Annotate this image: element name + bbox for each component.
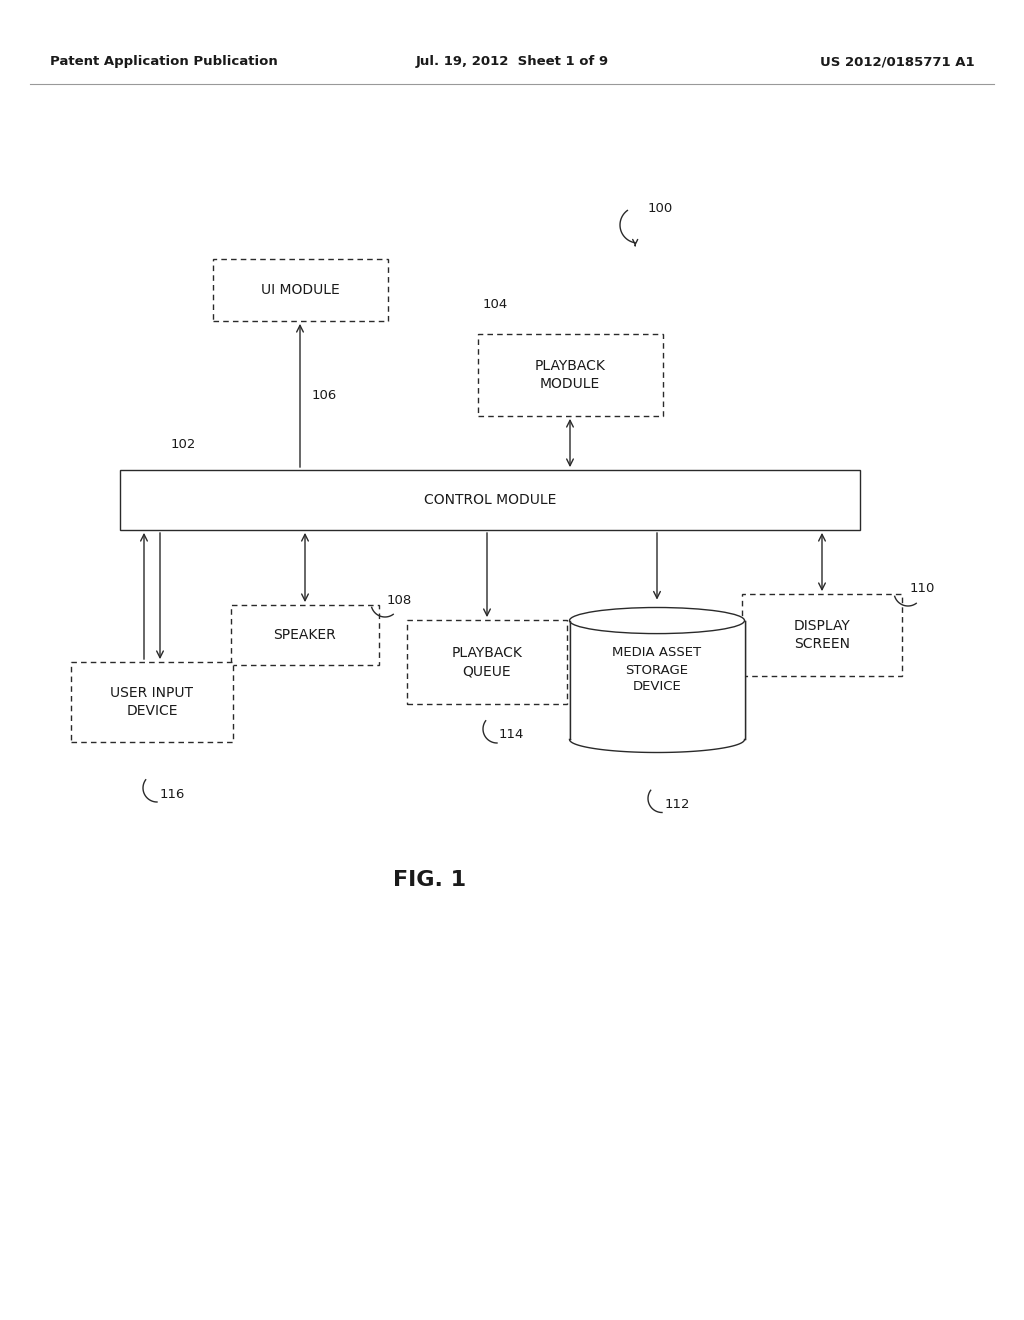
Text: DISPLAY
SCREEN: DISPLAY SCREEN bbox=[794, 619, 850, 651]
Text: UI MODULE: UI MODULE bbox=[261, 282, 339, 297]
Text: PLAYBACK
QUEUE: PLAYBACK QUEUE bbox=[452, 645, 522, 678]
Text: Patent Application Publication: Patent Application Publication bbox=[50, 55, 278, 69]
Ellipse shape bbox=[569, 607, 744, 634]
Bar bbox=[231, 605, 379, 665]
Text: 110: 110 bbox=[910, 582, 935, 595]
Text: 100: 100 bbox=[648, 202, 673, 214]
Text: SPEAKER: SPEAKER bbox=[273, 628, 336, 642]
Text: 114: 114 bbox=[499, 727, 524, 741]
Bar bbox=[742, 594, 902, 676]
Text: 108: 108 bbox=[387, 594, 413, 606]
Text: 116: 116 bbox=[160, 788, 185, 800]
Text: USER INPUT
DEVICE: USER INPUT DEVICE bbox=[111, 686, 194, 718]
Bar bbox=[120, 470, 860, 531]
Text: US 2012/0185771 A1: US 2012/0185771 A1 bbox=[820, 55, 975, 69]
Text: PLAYBACK
MODULE: PLAYBACK MODULE bbox=[535, 359, 605, 391]
Text: 104: 104 bbox=[482, 297, 508, 310]
Bar bbox=[477, 334, 663, 416]
Text: 106: 106 bbox=[312, 389, 337, 403]
Bar bbox=[407, 620, 567, 704]
Text: MEDIA ASSET
STORAGE
DEVICE: MEDIA ASSET STORAGE DEVICE bbox=[612, 647, 701, 693]
Bar bbox=[213, 259, 387, 321]
Text: 102: 102 bbox=[171, 438, 196, 451]
Text: FIG. 1: FIG. 1 bbox=[393, 870, 467, 890]
Text: 112: 112 bbox=[665, 799, 690, 810]
Text: CONTROL MODULE: CONTROL MODULE bbox=[424, 492, 556, 507]
Bar bbox=[71, 663, 233, 742]
Bar bbox=[569, 620, 744, 739]
Text: Jul. 19, 2012  Sheet 1 of 9: Jul. 19, 2012 Sheet 1 of 9 bbox=[416, 55, 608, 69]
